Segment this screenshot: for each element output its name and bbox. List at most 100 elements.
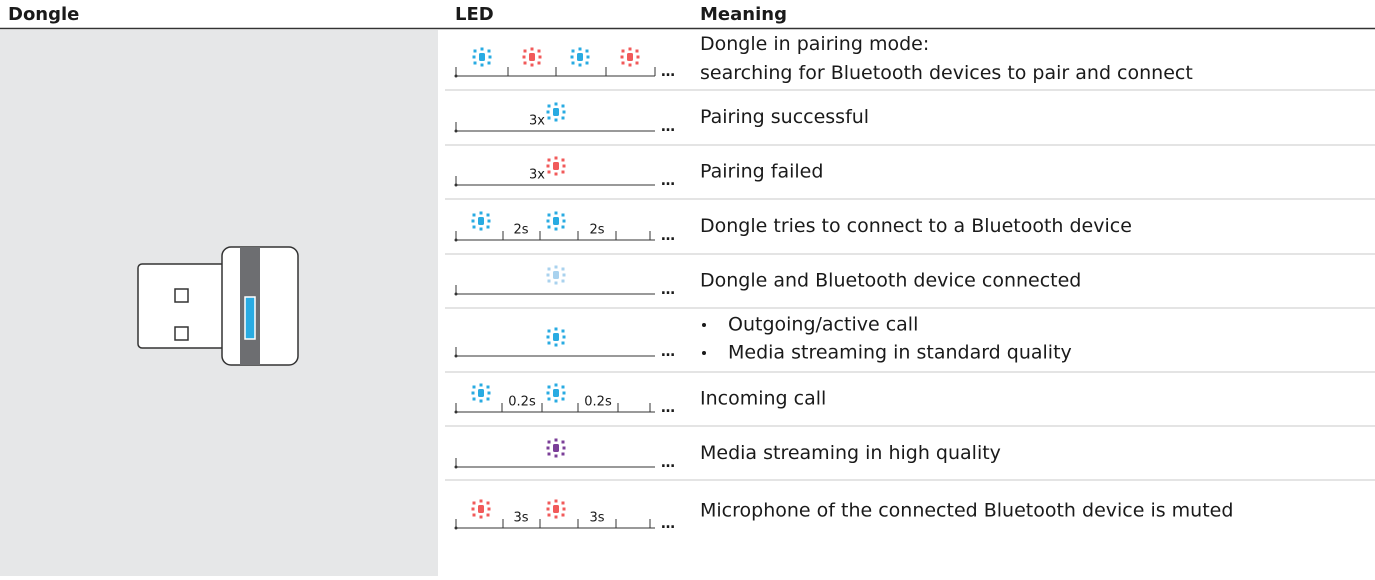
led-ray (480, 63, 484, 67)
led-ray (554, 399, 558, 403)
led-ray (479, 515, 483, 519)
led-ray (561, 225, 565, 229)
led-ray (547, 397, 551, 401)
led-ray (547, 225, 551, 229)
led-ray (586, 55, 590, 59)
led-ray (561, 158, 565, 162)
led-ray (471, 391, 475, 395)
led-ray (554, 172, 558, 176)
led-ray (547, 452, 551, 456)
led-ray (554, 343, 558, 347)
header-dongle: Dongle (8, 4, 79, 25)
led-ray (554, 156, 558, 160)
led-ray (570, 55, 574, 59)
led-ray (561, 116, 565, 120)
led-icon (577, 53, 583, 61)
led-ray (562, 219, 566, 223)
bullet-dot (702, 351, 706, 355)
led-ray (562, 507, 566, 511)
led-icon (553, 108, 559, 116)
led-ray (486, 225, 490, 229)
led-label: 3x (529, 168, 545, 183)
led-ray (471, 507, 475, 511)
header-led: LED (455, 4, 494, 25)
led-icon (478, 505, 484, 513)
led-ray (547, 440, 551, 444)
led-ray (546, 273, 550, 277)
led-ray (472, 397, 476, 401)
led-ray (523, 49, 527, 53)
led-ray (561, 440, 565, 444)
led-ray (546, 110, 550, 114)
led-ray (561, 213, 565, 217)
led-ellipsis: … (661, 119, 675, 135)
led-ray (554, 383, 558, 387)
led-ray (628, 63, 632, 67)
led-ray (480, 47, 484, 51)
meaning-text: searching for Bluetooth devices to pair … (700, 62, 1193, 84)
led-ray (561, 501, 565, 505)
led-ray (554, 515, 558, 519)
led-ray (562, 110, 566, 114)
led-ray (488, 55, 492, 59)
led-ray (571, 61, 575, 65)
led-ray (479, 499, 483, 503)
led-ray (554, 499, 558, 503)
led-ray (546, 219, 550, 223)
led-ray (546, 164, 550, 168)
led-label: 3s (513, 511, 528, 526)
led-ray (621, 49, 625, 53)
led-ray (554, 265, 558, 269)
led-icon (529, 53, 535, 61)
led-ray (479, 211, 483, 215)
led-icon (553, 444, 559, 452)
led-ray (486, 501, 490, 505)
header-meaning: Meaning (700, 4, 787, 25)
led-ray (472, 213, 476, 217)
led-ray (561, 385, 565, 389)
led-ray (636, 55, 640, 59)
meaning-text: Dongle in pairing mode: (700, 33, 929, 55)
led-ray (486, 397, 490, 401)
led-ray (487, 61, 491, 65)
led-ray (561, 397, 565, 401)
led-ray (547, 341, 551, 345)
led-ray (628, 47, 632, 51)
led-icon (478, 389, 484, 397)
led-label: 3s (589, 511, 604, 526)
led-ray (547, 213, 551, 217)
led-ray (554, 281, 558, 285)
led-ray (546, 507, 550, 511)
led-ray (473, 49, 477, 53)
led-ray (554, 118, 558, 122)
led-ray (472, 55, 476, 59)
led-ray (523, 61, 527, 65)
meaning-text: Microphone of the connected Bluetooth de… (700, 500, 1233, 522)
led-ray (562, 335, 566, 339)
led-ellipsis: … (661, 228, 675, 244)
meaning-text: Dongle and Bluetooth device connected (700, 270, 1081, 292)
led-ray (479, 383, 483, 387)
led-ray (547, 158, 551, 162)
led-ray (547, 501, 551, 505)
led-ray (578, 63, 582, 67)
meaning-text: Incoming call (700, 388, 826, 410)
led-ray (585, 61, 589, 65)
meaning-text: Dongle tries to connect to a Bluetooth d… (700, 215, 1132, 237)
led-label: 0.2s (508, 395, 536, 410)
led-ray (487, 507, 491, 511)
led-ellipsis: … (661, 400, 675, 416)
led-icon (553, 271, 559, 279)
led-ray (472, 385, 476, 389)
led-ray (547, 329, 551, 333)
led-ray (547, 170, 551, 174)
led-label: 0.2s (584, 395, 612, 410)
led-ray (561, 341, 565, 345)
led-ray (554, 438, 558, 442)
led-ellipsis: … (661, 282, 675, 298)
led-ray (571, 49, 575, 53)
led-ray (561, 104, 565, 108)
led-ray (585, 49, 589, 53)
led-ray (635, 61, 639, 65)
led-ray (546, 446, 550, 450)
